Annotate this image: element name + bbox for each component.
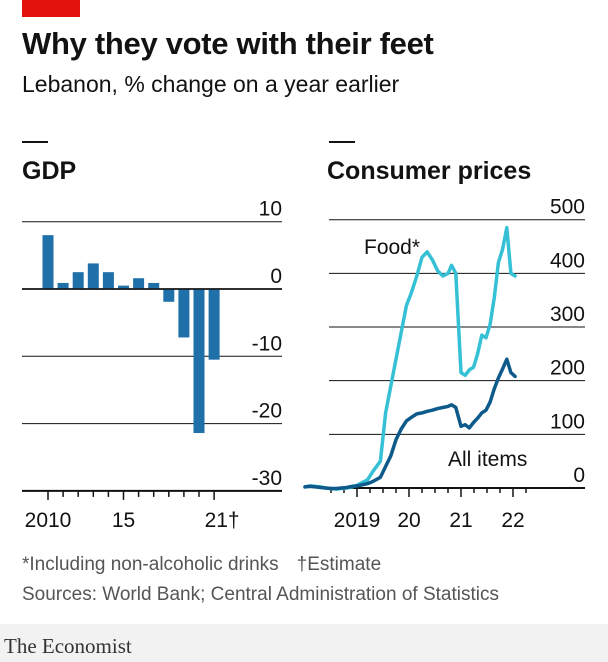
- prices-y-tick-label: 300: [550, 303, 585, 326]
- gdp-panel-title: GDP: [22, 157, 77, 185]
- prices-y-tick-label: 100: [550, 410, 585, 433]
- gdp-bar: [133, 278, 145, 289]
- footnote-food: *Including non-alcoholic drinks †Estimate: [22, 554, 381, 576]
- prices-y-tick-label: 200: [550, 357, 585, 380]
- chart-title: Why they vote with their feet: [22, 26, 434, 61]
- prices-x-tick-label: 20: [397, 509, 420, 532]
- chart-subtitle: Lebanon, % change on a year earlier: [22, 71, 400, 97]
- red-tag: [22, 0, 80, 17]
- prices-x-tick-label: 22: [501, 509, 524, 532]
- gdp-bar: [102, 272, 114, 289]
- gdp-y-tick-label: 0: [270, 265, 282, 288]
- prices-y-tick-label: 400: [550, 249, 585, 272]
- gdp-bar: [57, 282, 69, 289]
- all-items-series-label: All items: [448, 448, 527, 471]
- prices-x-tick-label: 21: [449, 509, 472, 532]
- gdp-bar: [87, 263, 99, 289]
- brand-bar: [0, 624, 608, 662]
- prices-panel-rule: [329, 141, 355, 143]
- gdp-x-tick-label: 2010: [25, 509, 72, 532]
- gdp-y-tick-label: -20: [252, 400, 282, 423]
- gdp-y-tick-label: -30: [252, 467, 282, 490]
- gdp-x-tick-label: 21†: [205, 509, 240, 532]
- gdp-bar: [178, 289, 190, 338]
- gdp-bar: [42, 235, 54, 289]
- gdp-bar: [163, 289, 175, 302]
- prices-x-tick-label: 2019: [334, 509, 381, 532]
- prices-y-tick-label: 0: [573, 464, 585, 487]
- prices-panel-title: Consumer prices: [327, 157, 532, 185]
- brand-logo: The Economist: [4, 634, 132, 658]
- gdp-bar: [208, 289, 220, 360]
- gdp-bar: [72, 272, 84, 289]
- footnote-food-text: *Including non-alcoholic drinks: [22, 554, 279, 575]
- gdp-bar: [148, 282, 160, 289]
- gdp-y-tick-label: 10: [259, 198, 282, 221]
- footnote-estimate-text: †Estimate: [296, 554, 382, 575]
- gdp-x-tick-label: 15: [112, 509, 135, 532]
- gdp-bar: [118, 285, 129, 289]
- prices-y-tick-label: 500: [550, 196, 585, 219]
- gdp-panel-rule: [22, 141, 48, 143]
- footnote-sources: Sources: World Bank; Central Administrat…: [22, 584, 499, 605]
- gdp-y-tick-label: -10: [252, 332, 282, 355]
- all-items-line: [303, 357, 517, 491]
- gdp-bar: [193, 289, 205, 434]
- food-series-label: Food*: [364, 236, 420, 259]
